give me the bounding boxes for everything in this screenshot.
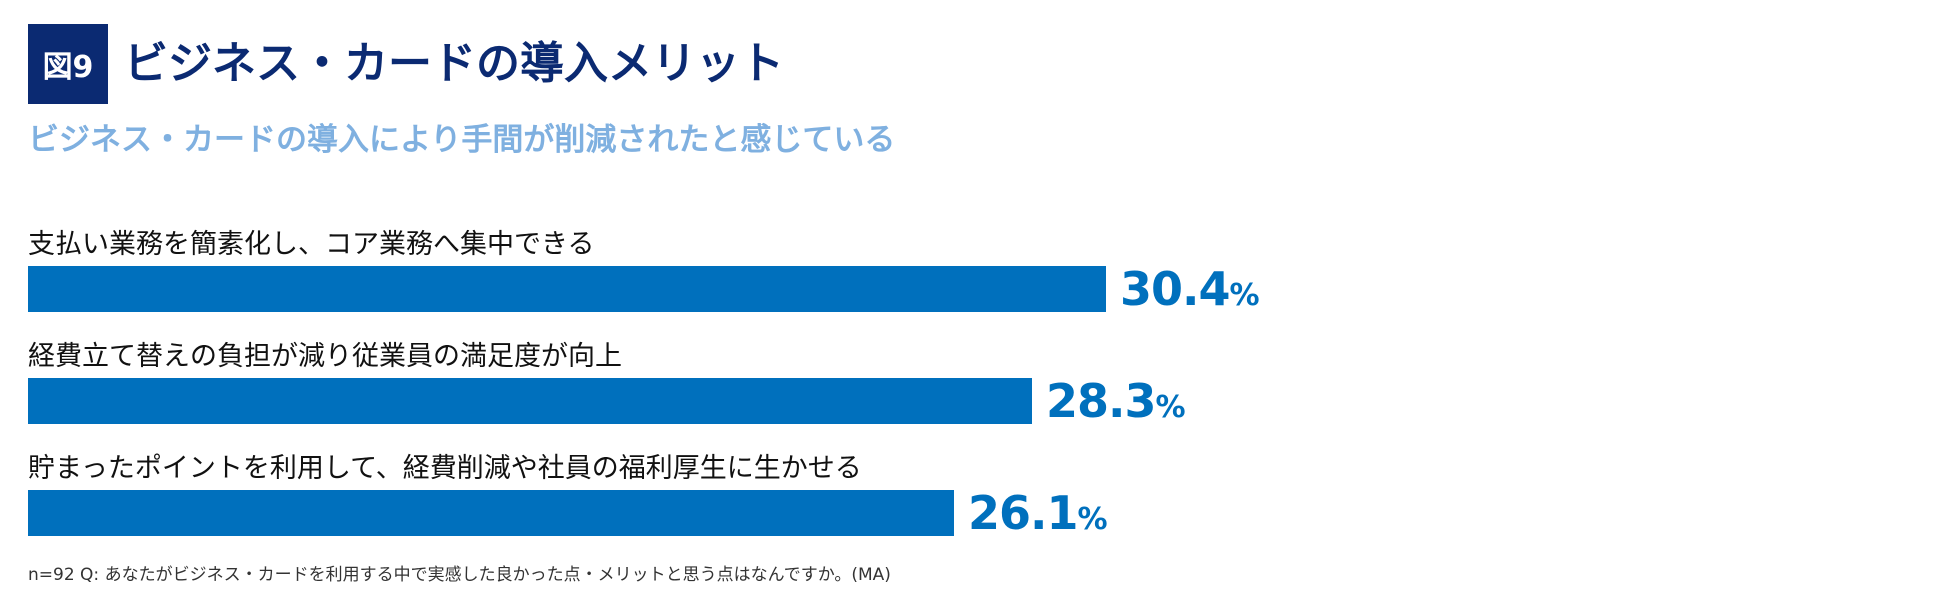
value-unit: % (1155, 390, 1186, 425)
category-label: 支払い業務を簡素化し、コア業務へ集中できる (28, 229, 595, 260)
figure-badge: 図9 (28, 24, 108, 104)
footnote: n=92 Q: あなたがビジネス・カードを利用する中で実感した良かった点・メリッ… (28, 565, 891, 585)
category-label: 貯まったポイントを利用して、経費削減や社員の福利厚生に生かせる (28, 453, 862, 484)
chart-subtitle: ビジネス・カードの導入により手間が削減されたと感じている (28, 122, 896, 158)
bar (28, 266, 1106, 312)
bar (28, 490, 954, 536)
value-label: 28.3% (1046, 371, 1186, 438)
value-label: 26.1% (968, 483, 1108, 550)
bar (28, 378, 1032, 424)
value-number: 26.1 (968, 486, 1078, 540)
category-label: 経費立て替えの負担が減り従業員の満足度が向上 (28, 341, 622, 372)
value-number: 28.3 (1046, 374, 1156, 428)
value-number: 30.4 (1120, 262, 1230, 316)
value-unit: % (1229, 278, 1260, 313)
value-label: 30.4% (1120, 259, 1260, 326)
value-unit: % (1077, 502, 1108, 537)
chart-title: ビジネス・カードの導入メリット (124, 38, 784, 89)
